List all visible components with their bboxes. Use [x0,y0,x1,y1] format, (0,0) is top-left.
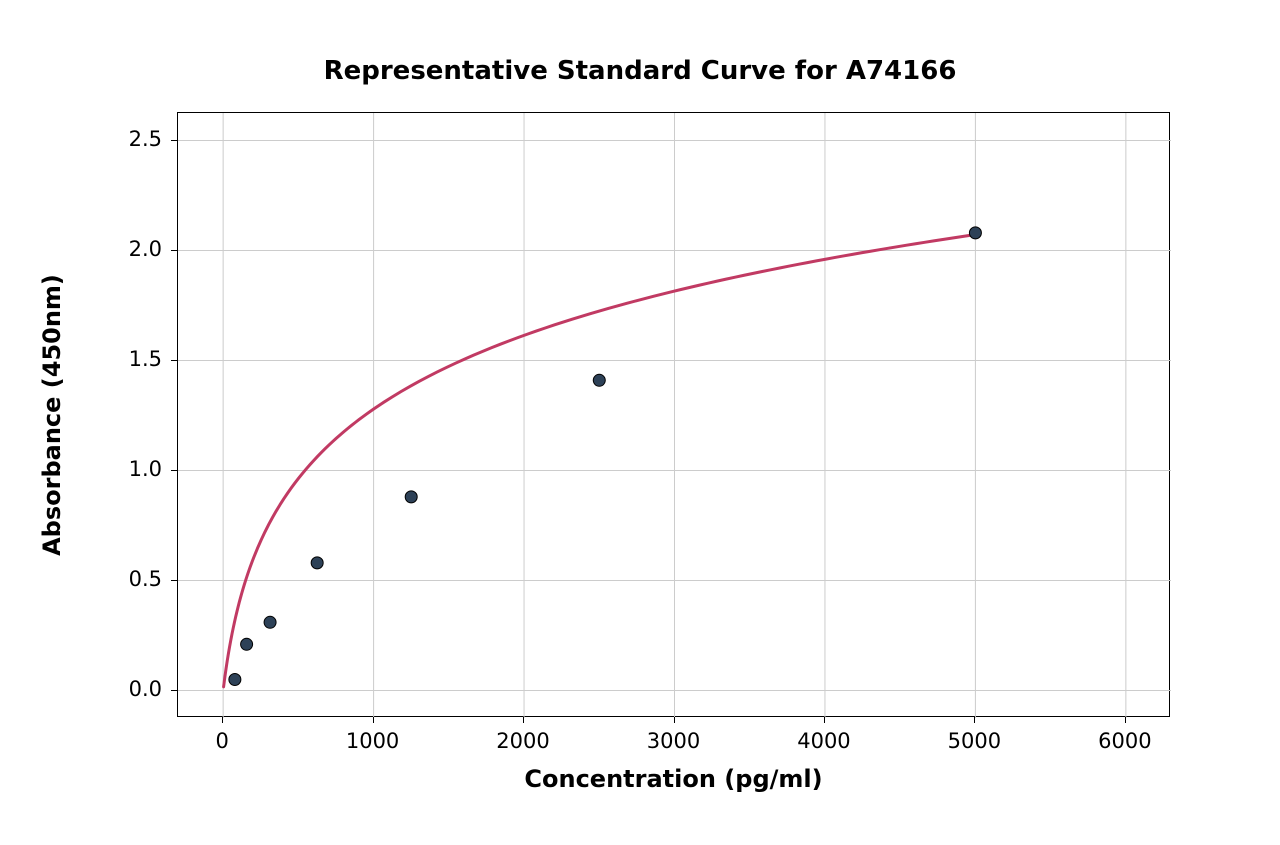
y-tick-label: 0.0 [107,677,162,701]
data-point-marker [241,638,253,650]
y-tick-label: 1.5 [107,347,162,371]
y-axis-label: Absorbance (450nm) [38,265,66,565]
y-tick-label: 1.0 [107,457,162,481]
x-tick-label: 4000 [784,729,864,753]
curve-svg [178,113,1169,716]
x-tick-mark [824,717,825,723]
x-tick-label: 6000 [1085,729,1165,753]
data-point-marker [405,491,417,503]
y-tick-mark [171,580,177,581]
chart-title: Representative Standard Curve for A74166 [0,56,1280,86]
y-tick-mark [171,360,177,361]
y-tick-label: 0.5 [107,567,162,591]
grid-group [178,113,1171,718]
x-tick-mark [222,717,223,723]
x-tick-mark [974,717,975,723]
x-tick-mark [523,717,524,723]
x-tick-mark [674,717,675,723]
x-axis-label: Concentration (pg/ml) [177,765,1170,793]
data-point-marker [969,227,981,239]
data-point-marker [264,616,276,628]
y-tick-mark [171,470,177,471]
x-tick-label: 2000 [483,729,563,753]
y-tick-mark [171,250,177,251]
data-point-marker [311,557,323,569]
x-tick-mark [1125,717,1126,723]
chart-container: Representative Standard Curve for A74166… [0,0,1280,845]
y-tick-mark [171,140,177,141]
y-tick-label: 2.0 [107,237,162,261]
plot-area [177,112,1170,717]
x-tick-label: 5000 [934,729,1014,753]
x-tick-label: 0 [182,729,262,753]
x-tick-label: 1000 [333,729,413,753]
x-tick-mark [373,717,374,723]
scatter-group [229,227,982,686]
data-point-marker [593,374,605,386]
y-tick-mark [171,690,177,691]
standard-curve-line [224,235,976,687]
x-tick-label: 3000 [634,729,714,753]
data-point-marker [229,674,241,686]
y-tick-label: 2.5 [107,127,162,151]
